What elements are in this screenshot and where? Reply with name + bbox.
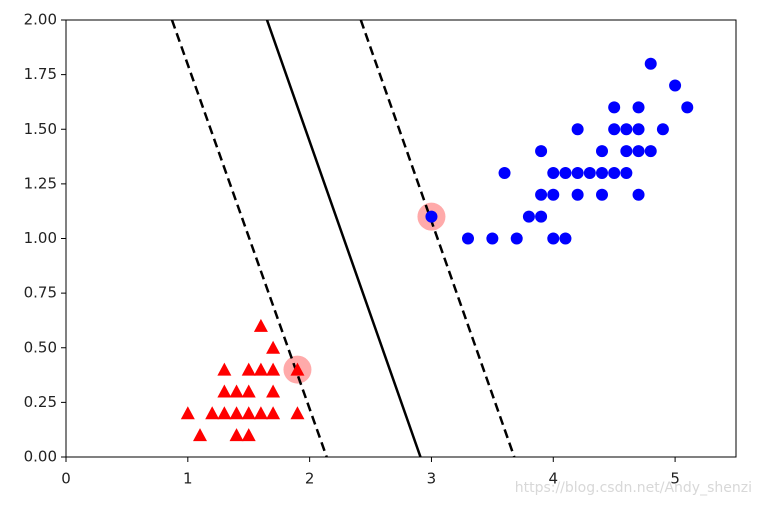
data-point (510, 232, 523, 245)
y-tick-label: 1.00 (24, 229, 57, 247)
data-point (596, 188, 608, 201)
plot-frame (65, 19, 737, 458)
x-tick-label: 5 (670, 470, 680, 488)
data-point (253, 318, 268, 332)
data-point (632, 145, 645, 158)
x-tick-label: 2 (305, 470, 315, 488)
data-point (253, 406, 268, 420)
y-tick-label: 1.25 (24, 174, 57, 192)
data-point (596, 166, 608, 179)
data-point (608, 166, 621, 179)
data-point (620, 123, 633, 136)
data-point (669, 79, 682, 92)
data-point (644, 145, 657, 158)
plot-area (170, 20, 694, 457)
data-point (632, 188, 645, 201)
data-point (571, 166, 584, 179)
data-point (571, 123, 584, 136)
data-point (535, 145, 548, 158)
data-point (608, 123, 621, 136)
data-point (180, 406, 195, 420)
data-point (498, 166, 511, 179)
data-point (547, 166, 560, 179)
y-tick-label: 2.00 (24, 11, 57, 29)
data-point (266, 384, 281, 398)
data-point (425, 210, 438, 223)
data-point (656, 123, 669, 136)
x-tick-label: 1 (183, 470, 193, 488)
data-point (547, 232, 560, 245)
data-point (583, 166, 596, 179)
watermark: https://blog.csdn.net/Andy_shenzi (515, 480, 752, 496)
data-point (632, 101, 645, 114)
data-point (632, 123, 645, 136)
y-tick-label: 0.50 (24, 338, 57, 356)
data-point (462, 232, 474, 245)
x-tick-label: 3 (427, 470, 437, 488)
data-point (217, 384, 232, 398)
data-point (229, 406, 244, 420)
data-point (241, 362, 256, 376)
data-point (266, 406, 281, 420)
data-point (547, 188, 560, 201)
data-point (205, 406, 220, 420)
data-point (535, 210, 548, 223)
x-tick-label: 0 (61, 470, 71, 488)
data-point (266, 340, 281, 354)
data-point (559, 232, 572, 245)
data-point (596, 145, 608, 158)
boundary-line (170, 20, 328, 457)
data-point (193, 428, 207, 442)
data-point (241, 406, 256, 420)
data-point (253, 362, 268, 376)
data-point (229, 428, 244, 442)
data-point (229, 384, 244, 398)
data-point (217, 362, 232, 376)
data-point (681, 101, 694, 114)
data-point (241, 428, 256, 442)
data-point (290, 406, 305, 420)
boundary-line (359, 20, 516, 457)
data-point (608, 101, 621, 114)
y-tick-label: 1.50 (24, 120, 57, 138)
data-point (644, 57, 657, 70)
boundary-line (265, 20, 422, 457)
y-tick-label: 1.75 (24, 65, 57, 83)
y-tick-label: 0.25 (24, 393, 57, 411)
y-tick-label: 0.00 (24, 448, 57, 466)
data-point (290, 362, 305, 376)
data-point (217, 406, 232, 420)
y-tick-label: 0.75 (24, 284, 57, 302)
data-point (522, 210, 535, 223)
data-point (266, 362, 281, 376)
data-point (620, 166, 633, 179)
data-point (241, 384, 256, 398)
data-point (571, 188, 584, 201)
data-point (486, 232, 499, 245)
x-tick-label: 4 (548, 470, 558, 488)
data-point (620, 145, 633, 158)
data-point (559, 166, 572, 179)
data-point (535, 188, 548, 201)
